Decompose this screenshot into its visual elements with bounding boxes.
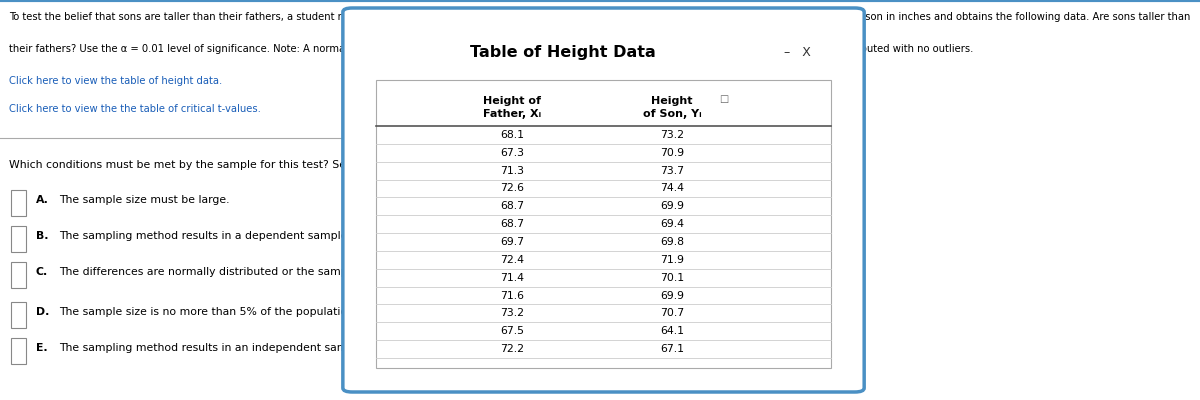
Text: A.: A.: [36, 195, 48, 205]
Text: 69.7: 69.7: [500, 237, 524, 247]
FancyBboxPatch shape: [376, 80, 832, 368]
Point: [368, 142, 383, 146]
Point: [368, 231, 383, 236]
Text: 69.8: 69.8: [660, 237, 684, 247]
FancyBboxPatch shape: [11, 338, 26, 364]
Text: 72.2: 72.2: [500, 344, 524, 354]
Text: Click here to view the table of height data.: Click here to view the table of height d…: [10, 76, 223, 86]
Point: [368, 302, 383, 307]
Point: [368, 177, 383, 182]
Point: [824, 213, 839, 218]
Text: B.: B.: [36, 231, 48, 241]
Text: The sampling method results in an independent sample.: The sampling method results in an indepe…: [59, 343, 367, 353]
Text: 72.6: 72.6: [500, 184, 524, 194]
Point: [368, 213, 383, 218]
Text: –   X: – X: [785, 46, 811, 58]
Point: [824, 159, 839, 164]
Text: 70.1: 70.1: [660, 273, 684, 283]
Point: [824, 142, 839, 146]
Text: 69.4: 69.4: [660, 219, 684, 229]
FancyBboxPatch shape: [11, 262, 26, 288]
FancyBboxPatch shape: [11, 190, 26, 216]
Text: 72.4: 72.4: [500, 255, 524, 265]
Point: [368, 356, 383, 360]
Text: 69.9: 69.9: [660, 290, 684, 300]
Point: [824, 284, 839, 289]
Point: [368, 248, 383, 253]
Point: [368, 284, 383, 289]
Text: 71.6: 71.6: [500, 290, 524, 300]
Text: □: □: [719, 94, 728, 104]
Point: [824, 248, 839, 253]
Point: [538, 136, 552, 140]
Text: 68.7: 68.7: [500, 219, 524, 229]
Text: C.: C.: [36, 267, 48, 277]
Text: 67.3: 67.3: [500, 148, 524, 158]
Text: 68.1: 68.1: [500, 130, 524, 140]
Point: [824, 124, 839, 128]
Text: 69.9: 69.9: [660, 201, 684, 211]
Point: [824, 302, 839, 307]
Text: The sample size is no more than 5% of the population size.: The sample size is no more than 5% of th…: [59, 307, 382, 317]
Text: Click here to view the the table of critical t-values.: Click here to view the the table of crit…: [10, 104, 262, 114]
Point: [368, 266, 383, 271]
Point: [368, 338, 383, 342]
Text: 70.7: 70.7: [660, 308, 684, 318]
Point: [824, 195, 839, 200]
Point: [368, 159, 383, 164]
Text: 71.4: 71.4: [500, 273, 524, 283]
Text: 68.7: 68.7: [500, 201, 524, 211]
Text: 67.5: 67.5: [500, 326, 524, 336]
Text: their fathers? Use the α = 0.01 level of significance. Note: A normal probabilit: their fathers? Use the α = 0.01 level of…: [10, 44, 973, 54]
FancyBboxPatch shape: [11, 226, 26, 252]
Text: The sample size must be large.: The sample size must be large.: [59, 195, 229, 205]
Text: D.: D.: [36, 307, 49, 317]
Point: [824, 338, 839, 342]
Text: Height of
Father, Xᵢ: Height of Father, Xᵢ: [484, 96, 541, 119]
Text: 71.3: 71.3: [500, 166, 524, 176]
Point: [0, 136, 7, 140]
Text: 74.4: 74.4: [660, 184, 684, 194]
Text: E.: E.: [36, 343, 47, 353]
Text: The sampling method results in a dependent sample.: The sampling method results in a depende…: [59, 231, 350, 241]
Text: 73.2: 73.2: [660, 130, 684, 140]
Text: 71.9: 71.9: [660, 255, 684, 265]
Text: 64.1: 64.1: [660, 326, 684, 336]
Point: [824, 320, 839, 325]
Point: [824, 356, 839, 360]
Text: 70.9: 70.9: [660, 148, 684, 158]
FancyBboxPatch shape: [11, 302, 26, 328]
Point: [368, 320, 383, 325]
Point: [824, 177, 839, 182]
Text: The differences are normally distributed or the sample size is large.: The differences are normally distributed…: [59, 267, 428, 277]
Text: 73.2: 73.2: [500, 308, 524, 318]
Text: 73.7: 73.7: [660, 166, 684, 176]
Text: Which conditions must be met by the sample for this test? Select all that apply.: Which conditions must be met by the samp…: [10, 160, 443, 170]
Text: To test the belief that sons are taller than their fathers, a student randomly s: To test the belief that sons are taller …: [10, 12, 1190, 22]
Point: [368, 195, 383, 200]
Text: Height
of Son, Yᵢ: Height of Son, Yᵢ: [642, 96, 701, 119]
FancyBboxPatch shape: [343, 8, 864, 392]
Text: 67.1: 67.1: [660, 344, 684, 354]
Point: [368, 124, 383, 128]
Point: [824, 231, 839, 236]
Point: [824, 266, 839, 271]
Text: Table of Height Data: Table of Height Data: [470, 44, 656, 60]
